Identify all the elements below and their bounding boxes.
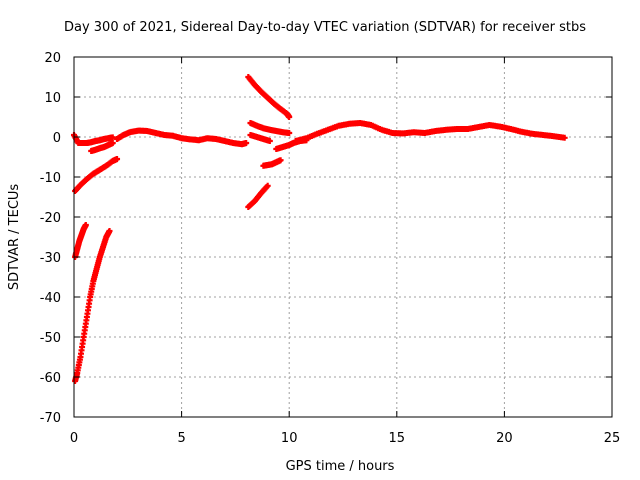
data-point	[264, 182, 271, 189]
series-main-trace-b	[292, 120, 568, 144]
tick-labels: 0 5 10 15 20 25 20 10 0 -10 -20 -30 -40 -50 -60 -70	[40, 51, 621, 446]
series-deep-drop-arc	[72, 228, 113, 384]
series-short-drop-arc	[72, 222, 89, 260]
y-tick-label: -30	[40, 251, 61, 266]
axis-ticks	[73, 56, 613, 418]
y-tick-label: -60	[40, 371, 61, 386]
plot-frame	[73, 56, 613, 418]
x-tick-label: 0	[70, 431, 78, 446]
y-tick-label: 20	[44, 51, 61, 66]
data-point	[109, 134, 116, 141]
y-tick-label: -20	[40, 211, 61, 226]
data-points	[71, 74, 568, 384]
y-axis-label: SDTVAR / TECUs	[7, 184, 22, 291]
series-early-near-zero	[71, 132, 116, 146]
data-point	[286, 130, 293, 136]
y-tick-label: -50	[40, 331, 61, 346]
data-point	[286, 114, 293, 120]
series-rising-line	[72, 156, 121, 194]
series-main-trace-a	[114, 127, 250, 148]
data-point	[106, 228, 113, 234]
series-high-descending-arc	[245, 74, 293, 120]
data-point	[266, 138, 273, 144]
series-early-dip-segment	[88, 140, 116, 154]
grid	[74, 57, 612, 417]
y-tick-label: -70	[40, 411, 61, 426]
series-low-rising-arc	[245, 182, 271, 210]
data-point	[109, 140, 116, 146]
y-tick-label: -40	[40, 291, 61, 306]
x-tick-label: 25	[604, 431, 621, 446]
x-tick-label: 10	[281, 431, 298, 446]
data-point	[82, 222, 89, 228]
chart-title: Day 300 of 2021, Sidereal Day-to-day VTE…	[64, 20, 586, 35]
y-tick-label: 0	[53, 131, 61, 146]
data-point	[243, 140, 250, 146]
data-point	[114, 156, 121, 162]
x-tick-label: 20	[496, 431, 513, 446]
x-tick-label: 5	[177, 431, 185, 446]
data-point	[561, 134, 568, 141]
series-post-gap-dip	[260, 157, 284, 169]
x-tick-label: 15	[389, 431, 406, 446]
y-tick-label: 10	[44, 91, 61, 106]
data-point	[277, 157, 284, 164]
series-mid-flat-segment	[247, 132, 273, 144]
y-tick-label: -10	[40, 171, 61, 186]
series-upper-flat-segment	[247, 120, 293, 136]
x-axis-label: GPS time / hours	[286, 459, 395, 474]
